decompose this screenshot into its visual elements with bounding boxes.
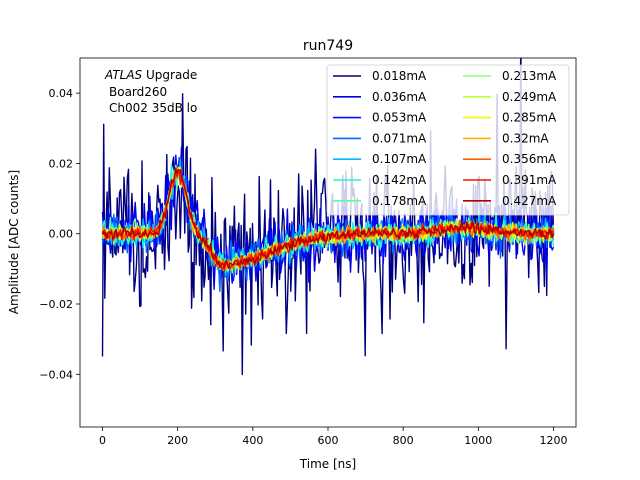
y-tick-label: 0.02 (49, 157, 74, 170)
legend-label: 0.285mA (502, 111, 557, 125)
legend-label: 0.178mA (372, 194, 427, 208)
legend-label: 0.036mA (372, 90, 427, 104)
x-axis: 0 200 400 600 800 1000 1200 (99, 427, 567, 447)
annotation-line-1: ATLAS Upgrade (104, 68, 197, 82)
annotation-atlas: ATLAS (104, 68, 143, 82)
y-tick-label: −0.04 (39, 368, 73, 381)
legend-label: 0.356mA (502, 152, 557, 166)
legend-label: 0.249mA (502, 90, 557, 104)
legend-label: 0.018mA (372, 69, 427, 83)
annotation-upgrade: Upgrade (142, 68, 197, 82)
annotation-board: Board260 (109, 85, 167, 99)
legend-label: 0.053mA (372, 111, 427, 125)
legend-box (326, 64, 570, 216)
y-tick-label: 0.00 (49, 228, 74, 241)
x-tick-label: 600 (318, 434, 339, 447)
y-axis-label: Amplitude [ADC counts] (7, 170, 21, 314)
y-tick-label: 0.04 (49, 87, 74, 100)
x-tick-label: 200 (167, 434, 188, 447)
legend-label: 0.071mA (372, 131, 427, 145)
atlas-annotation: ATLAS Upgrade Board260 Ch002 35dB lo (104, 68, 197, 115)
x-tick-label: 0 (99, 434, 106, 447)
x-tick-label: 1200 (539, 434, 567, 447)
x-axis-label: Time [ns] (299, 457, 356, 471)
legend-label: 0.391mA (502, 173, 557, 187)
legend-label: 0.32mA (502, 131, 549, 145)
legend: 0.018mA 0.036mA 0.053mA 0.071mA 0.107mA 0.142… (326, 64, 570, 216)
legend-label: 0.142mA (372, 173, 427, 187)
x-tick-label: 400 (242, 434, 263, 447)
y-axis: −0.04 −0.02 0.00 0.02 0.04 (39, 87, 80, 381)
legend-label: 0.427mA (502, 194, 557, 208)
y-tick-label: −0.02 (39, 298, 73, 311)
chart-title: run749 (303, 38, 353, 54)
annotation-channel: Ch002 35dB lo (109, 101, 197, 115)
series-line (101, 167, 555, 269)
legend-label: 0.213mA (502, 69, 557, 83)
series-layer (101, 58, 555, 376)
legend-label: 0.107mA (372, 152, 427, 166)
x-tick-label: 1000 (464, 434, 492, 447)
x-tick-label: 800 (393, 434, 414, 447)
